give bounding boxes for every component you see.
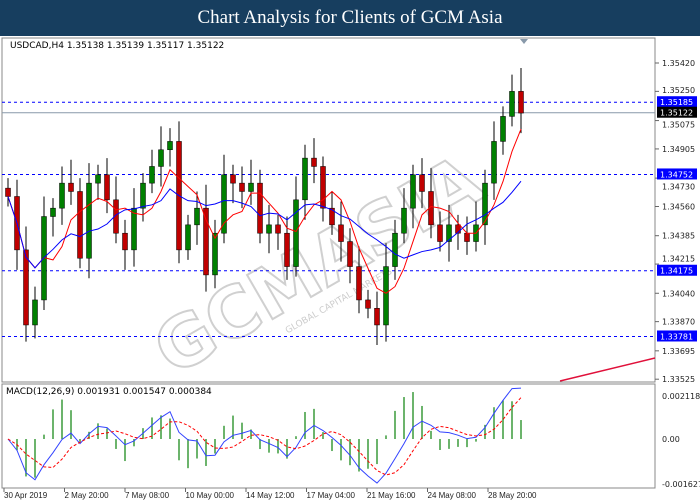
candle — [5, 187, 11, 197]
level-label: 1.35185 — [660, 98, 693, 107]
time-tick-label: 28 May 20:00 — [488, 491, 537, 500]
price-panel — [1, 37, 656, 383]
candle — [77, 191, 83, 259]
candle — [239, 182, 245, 192]
candle — [383, 266, 389, 326]
candle — [194, 207, 200, 226]
candle — [455, 224, 461, 234]
price-tick-label: 1.35250 — [662, 86, 695, 95]
price-tick-label: 1.35075 — [662, 121, 695, 130]
candle — [104, 174, 110, 201]
candle — [500, 116, 506, 142]
time-tick-label: 2 May 20:00 — [65, 491, 110, 500]
candle — [356, 266, 362, 301]
trendline — [559, 357, 656, 382]
price-tick-label: 1.34560 — [662, 202, 695, 211]
candle — [68, 182, 74, 192]
candle — [185, 224, 191, 251]
price-tick-label: 1.34905 — [662, 145, 695, 154]
candle — [365, 299, 371, 309]
candle — [149, 166, 155, 184]
candle — [329, 207, 335, 226]
candle — [392, 232, 398, 267]
candle — [158, 149, 164, 167]
level-badge — [657, 96, 697, 108]
macd-panel — [1, 383, 656, 489]
candle — [167, 141, 173, 151]
level-label: 1.33781 — [660, 332, 693, 341]
price-tick-label: 1.33870 — [662, 318, 695, 327]
candle — [446, 224, 452, 242]
level-badge — [657, 168, 697, 180]
candle — [347, 241, 353, 267]
price-tick-label: 1.33525 — [662, 375, 695, 384]
candle — [140, 182, 146, 209]
candle — [275, 224, 281, 234]
candle — [311, 157, 317, 167]
candle — [509, 91, 515, 117]
candle — [266, 224, 272, 234]
candle — [131, 207, 137, 251]
candle — [122, 232, 128, 251]
time-tick-label: 10 May 00:00 — [186, 491, 235, 500]
price-tick-label: 1.34730 — [662, 182, 695, 191]
level-label: 1.34752 — [660, 170, 693, 179]
time-tick-label: 24 May 08:00 — [428, 491, 477, 500]
candle — [320, 166, 326, 209]
candle — [257, 182, 263, 234]
level-badge — [657, 264, 697, 276]
price-tick-label: 1.33695 — [662, 347, 695, 356]
time-tick-label: 30 Apr 2019 — [4, 491, 48, 500]
candle — [293, 199, 299, 267]
macd-tick-label: 0.00 — [662, 435, 680, 444]
price-chart[interactable]: USDCAD,H4 1.35138 1.35139 1.35117 1.3512… — [0, 36, 700, 500]
candle — [437, 224, 443, 242]
macd-info: MACD(12,26,9) 0.001931 0.001547 0.000384 — [6, 387, 212, 397]
candle — [401, 207, 407, 234]
candle — [212, 232, 218, 276]
signal-line — [7, 397, 522, 476]
time-tick-label: 21 May 16:00 — [367, 491, 416, 500]
candle — [221, 174, 227, 234]
candle — [95, 174, 101, 184]
price-tick-label: 1.34040 — [662, 289, 695, 298]
candle — [338, 224, 344, 242]
macd-line — [7, 387, 522, 484]
candle — [491, 141, 497, 184]
price-tick-label: 1.34385 — [662, 232, 695, 241]
candle — [284, 232, 290, 267]
candle — [410, 174, 416, 209]
page-title: Chart Analysis for Clients of GCM Asia — [0, 0, 700, 36]
current-price-badge — [657, 106, 697, 118]
candle — [113, 199, 119, 234]
candle — [464, 232, 470, 242]
candle — [419, 174, 425, 192]
macd-tick-label: -0.001627 — [662, 480, 700, 489]
candle — [482, 182, 488, 226]
candle — [86, 182, 92, 259]
symbol-info: USDCAD,H4 1.35138 1.35139 1.35117 1.3512… — [10, 41, 224, 51]
candle — [518, 91, 524, 114]
ma-slow-line — [7, 180, 522, 269]
candle — [32, 299, 38, 326]
ma-fast-line — [7, 128, 522, 294]
shift-marker-icon — [520, 39, 528, 44]
candle — [59, 182, 65, 209]
candle — [248, 182, 254, 192]
candle — [230, 174, 236, 184]
candle — [23, 249, 29, 326]
candle — [374, 308, 380, 326]
current-price-label: 1.35122 — [660, 109, 693, 118]
candle — [203, 207, 209, 276]
time-tick-label: 7 May 08:00 — [125, 491, 170, 500]
time-tick-label: 14 May 12:00 — [246, 491, 295, 500]
candle — [302, 157, 308, 201]
price-tick-label: 1.34215 — [662, 255, 695, 264]
candle — [50, 207, 56, 217]
level-badge — [657, 330, 697, 342]
macd-tick-label: 0.002118 — [662, 392, 700, 401]
price-tick-label: 1.35420 — [662, 59, 695, 68]
time-tick-label: 17 May 04:00 — [307, 491, 356, 500]
level-label: 1.34175 — [660, 267, 693, 276]
